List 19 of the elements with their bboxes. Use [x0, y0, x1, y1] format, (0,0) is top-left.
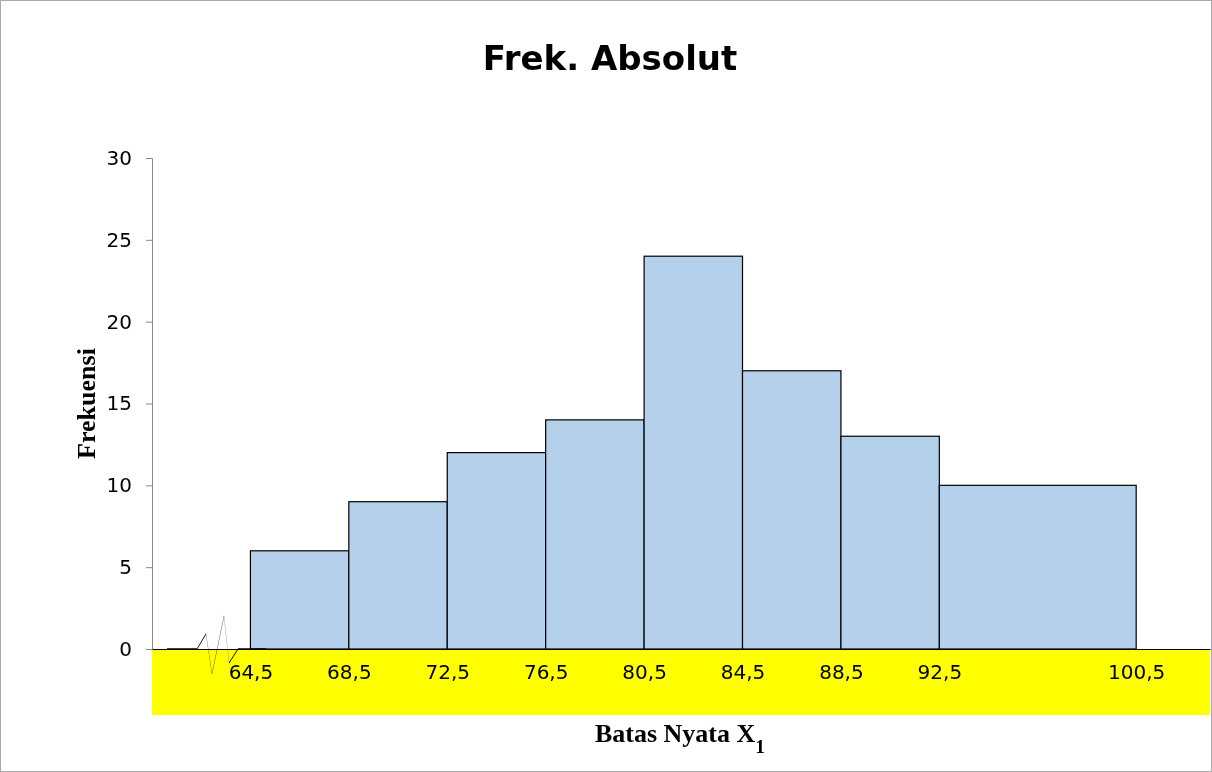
x-tick-label: 68,5 — [327, 660, 372, 685]
y-tick-label: 20 — [106, 309, 132, 334]
x-tick-label: 92,5 — [917, 660, 963, 685]
x-tick-label: 64,5 — [228, 660, 274, 685]
y-tick-label: 0 — [119, 636, 132, 661]
y-axis-title: Frekuensi — [72, 348, 101, 459]
y-tick-label: 30 — [106, 145, 132, 170]
chart-title: Frek. Absolut — [482, 38, 738, 78]
y-tick-label: 5 — [119, 555, 132, 580]
y-tick-label: 25 — [106, 227, 132, 252]
x-tick-label: 100,5 — [1108, 660, 1166, 685]
x-tick-label: 84,5 — [720, 660, 766, 685]
y-tick-label: 15 — [106, 391, 132, 416]
x-tick-label: 88,5 — [819, 660, 864, 685]
y-tick-label: 10 — [106, 473, 132, 498]
x-tick-label: 80,5 — [622, 660, 667, 685]
x-axis-title: Batas Nyata X$_{1}$ — [594, 719, 766, 757]
x-tick-label: 76,5 — [523, 660, 569, 685]
x-tick-label: 72,5 — [425, 660, 471, 685]
